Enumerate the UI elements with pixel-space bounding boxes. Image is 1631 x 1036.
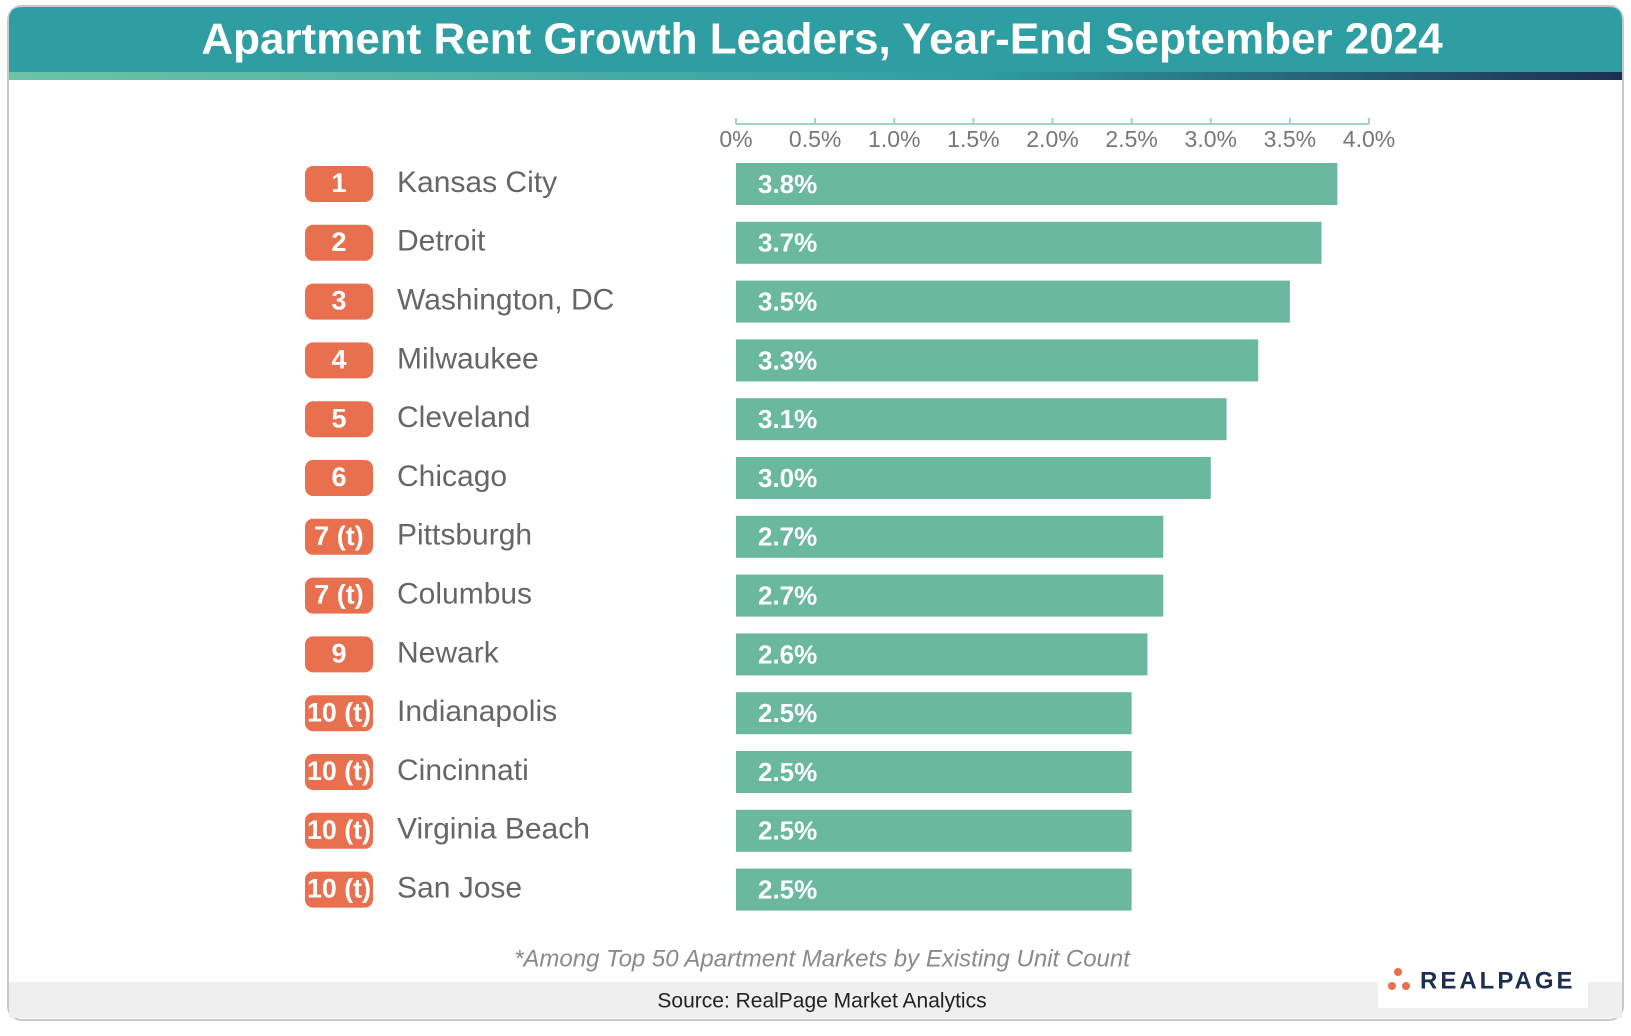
category-label: Virginia Beach <box>397 813 590 846</box>
rank-label: 4 <box>331 345 346 375</box>
rank-label: 5 <box>331 403 346 433</box>
logo-dot <box>1388 982 1396 990</box>
footnote: *Among Top 50 Apartment Markets by Exist… <box>514 945 1131 972</box>
logo-box <box>1378 958 1588 1008</box>
bar <box>736 280 1290 323</box>
category-label: Detroit <box>397 225 486 258</box>
rank-badge <box>305 224 373 261</box>
rank-label: 10 (t) <box>307 815 371 845</box>
rank-badge <box>305 812 373 849</box>
value-label: 3.8% <box>758 169 817 199</box>
x-tick-label: 3.0% <box>1185 126 1237 152</box>
x-tick-label: 0.5% <box>789 126 841 152</box>
x-tick-label: 4.0% <box>1343 126 1395 152</box>
logo-dot <box>1394 968 1402 976</box>
rank-badge <box>305 166 373 202</box>
x-tick-label: 1.5% <box>947 126 999 152</box>
bar <box>736 633 1148 676</box>
rank-label: 10 (t) <box>307 874 371 904</box>
bar <box>736 163 1338 205</box>
category-label: Indianapolis <box>397 695 557 728</box>
value-label: 3.7% <box>758 228 817 258</box>
bar <box>736 868 1132 911</box>
card <box>7 5 1624 1021</box>
rank-badge <box>305 342 373 379</box>
x-tick-label: 0% <box>719 126 752 152</box>
logo: REALPAGE <box>1420 967 1576 994</box>
bar <box>736 221 1322 264</box>
category-label: San Jose <box>397 872 522 905</box>
bar <box>736 398 1227 441</box>
x-tick-label: 2.0% <box>1026 126 1078 152</box>
value-label: 2.5% <box>758 874 817 904</box>
value-label: 2.7% <box>758 522 817 552</box>
x-tick-label: 1.0% <box>868 126 920 152</box>
rank-badge <box>305 401 373 438</box>
value-label: 2.5% <box>758 698 817 728</box>
bar <box>736 809 1132 852</box>
rank-badge <box>305 460 373 496</box>
bar <box>736 692 1132 735</box>
bar <box>736 515 1164 558</box>
rank-badge <box>305 577 373 614</box>
rank-label: 6 <box>331 462 346 492</box>
rank-label: 2 <box>331 227 346 257</box>
rank-label: 9 <box>331 639 346 669</box>
rank-badge <box>305 283 373 320</box>
rank-badge <box>305 518 373 555</box>
category-label: Columbus <box>397 578 532 611</box>
rank-label: 10 (t) <box>307 756 371 786</box>
category-label: Kansas City <box>397 166 557 199</box>
bar <box>736 339 1259 382</box>
title-bar <box>9 7 1622 74</box>
category-label: Cleveland <box>397 401 530 434</box>
x-tick-label: 2.5% <box>1105 126 1157 152</box>
rank-badge <box>305 754 373 790</box>
rank-label: 1 <box>331 168 346 198</box>
source: Source: RealPage Market Analytics <box>657 990 986 1013</box>
bar <box>736 574 1164 617</box>
rank-badge <box>305 871 373 908</box>
rank-badge <box>305 636 373 673</box>
value-label: 2.7% <box>758 580 817 610</box>
bar <box>736 457 1211 499</box>
value-label: 3.1% <box>758 404 817 434</box>
rank-badge <box>305 695 373 732</box>
value-label: 2.5% <box>758 816 817 846</box>
category-label: Milwaukee <box>397 342 539 375</box>
value-label: 3.0% <box>758 463 817 493</box>
logo-dot <box>1402 982 1410 990</box>
value-label: 2.6% <box>758 639 817 669</box>
rank-label: 3 <box>331 286 346 316</box>
category-label: Chicago <box>397 460 507 493</box>
category-label: Cincinnati <box>397 754 529 787</box>
rank-label: 7 (t) <box>314 521 364 551</box>
value-label: 2.5% <box>758 757 817 787</box>
chart-title: Apartment Rent Growth Leaders, Year-End … <box>201 15 1443 64</box>
category-label: Pittsburgh <box>397 519 532 552</box>
source-bar <box>9 982 1622 1018</box>
x-tick-label: 3.5% <box>1264 126 1316 152</box>
bar <box>736 751 1132 793</box>
category-label: Washington, DC <box>397 284 614 317</box>
value-label: 3.5% <box>758 286 817 316</box>
rank-label: 7 (t) <box>314 580 364 610</box>
category-label: Newark <box>397 636 500 669</box>
title-stripe <box>9 72 1622 80</box>
rank-label: 10 (t) <box>307 697 371 727</box>
value-label: 3.3% <box>758 345 817 375</box>
